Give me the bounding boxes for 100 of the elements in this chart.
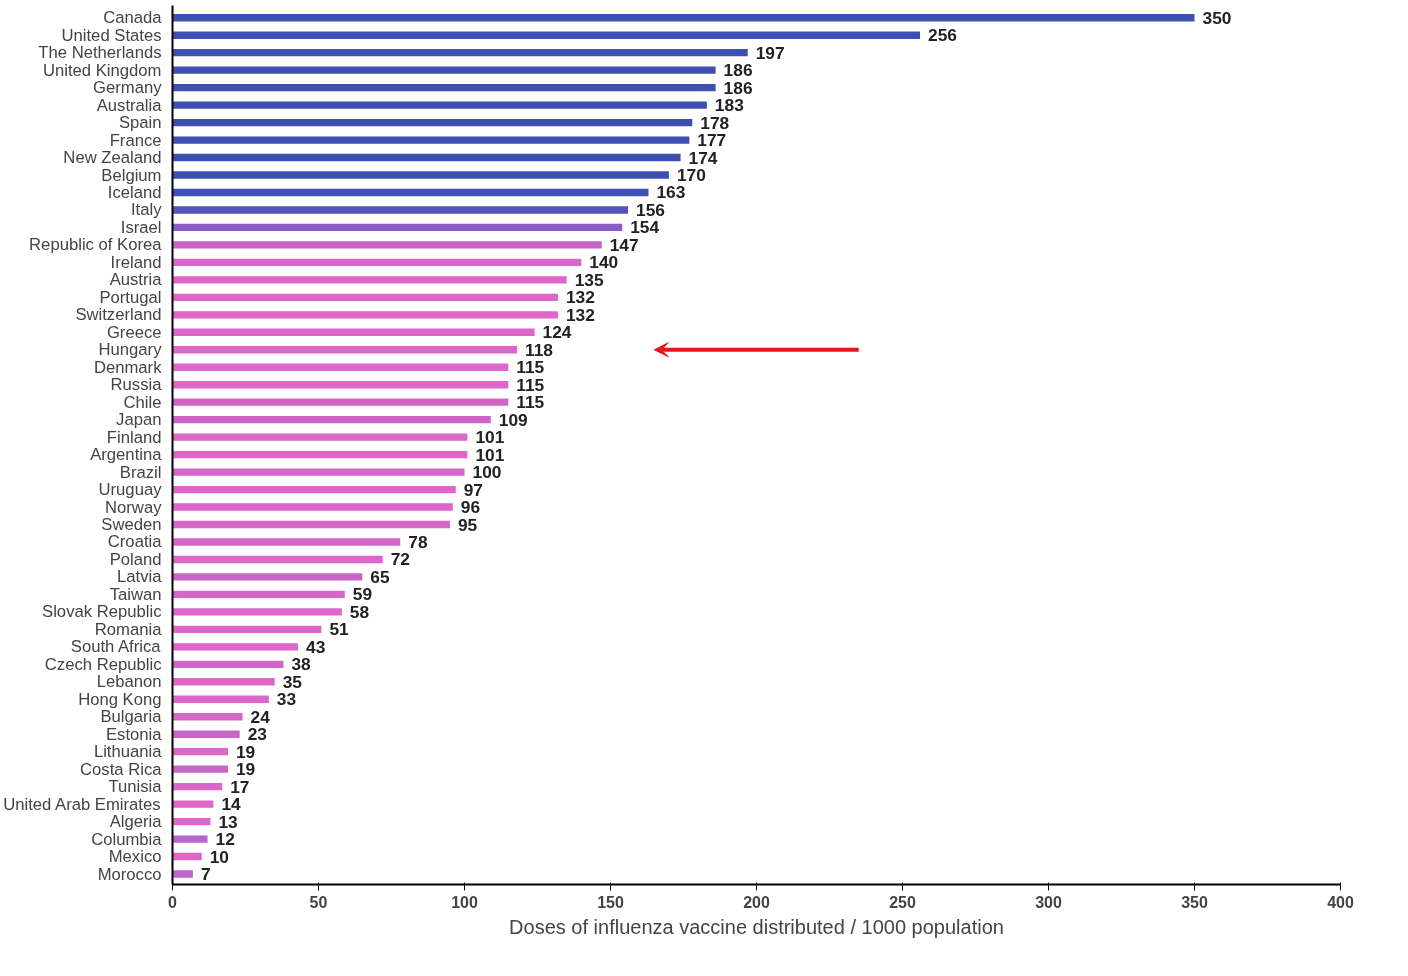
y-tick-label: Lithuania (93, 742, 163, 762)
data-label: 33 (276, 689, 297, 710)
bar (172, 625, 322, 634)
bar (172, 852, 202, 861)
data-label: 43 (306, 636, 326, 657)
y-tick-label: Sweden (101, 515, 162, 535)
bar (172, 800, 214, 808)
y-tick-label: Morocco (97, 864, 162, 884)
bar (172, 730, 240, 738)
bar (172, 433, 468, 441)
y-tick-label: Columbia (91, 829, 163, 849)
x-axis-title: Doses of influenza vaccine distributed / 1000 population (509, 915, 1004, 938)
x-tick-label: 350 (1181, 893, 1208, 911)
y-tick-label: New Zealand (63, 148, 162, 168)
y-tick-label: Uruguay (98, 480, 163, 500)
y-tick-label: Japan (116, 410, 162, 430)
y-tick-label: Slovak Republic (42, 602, 162, 622)
bar (172, 136, 690, 144)
bar (172, 118, 693, 127)
bar (172, 293, 558, 301)
bar (172, 346, 518, 354)
y-tick-label: Poland (109, 549, 162, 569)
bar (172, 83, 716, 92)
bar (172, 503, 453, 511)
x-tick-label: 250 (889, 893, 916, 911)
bar (172, 171, 669, 179)
bar (172, 870, 193, 878)
y-tick-label: Belgium (101, 165, 162, 185)
data-label: 256 (928, 25, 958, 46)
bar (172, 485, 456, 494)
x-tick-label: 50 (309, 893, 328, 911)
bar (172, 188, 649, 197)
y-tick-label: Israel (120, 217, 162, 237)
bar (172, 678, 275, 686)
y-tick-label: Algeria (109, 812, 163, 832)
bar (172, 608, 342, 616)
bar (172, 555, 383, 564)
bar (172, 328, 535, 336)
y-tick-label: United Kingdom (42, 60, 162, 80)
y-tick-label: Romania (94, 619, 163, 639)
y-tick-label: Estonia (105, 724, 163, 744)
y-tick-label: Croatia (107, 532, 163, 552)
x-tick-label: 150 (597, 893, 624, 911)
y-tick-label: Taiwan (109, 584, 162, 604)
y-tick-label: France (109, 130, 162, 150)
y-tick-label: Australia (96, 95, 163, 115)
y-tick-label: Portugal (99, 287, 162, 307)
y-tick-label: Denmark (93, 357, 163, 377)
x-tick-label: 300 (1035, 893, 1062, 911)
bar (172, 206, 629, 214)
bar (172, 415, 491, 424)
y-tick-label: United States (61, 25, 162, 45)
bar (172, 643, 299, 651)
x-tick-label: 400 (1327, 893, 1354, 911)
data-label: 24 (250, 706, 271, 727)
bar (172, 276, 567, 284)
y-tick-label: Argentina (90, 445, 163, 465)
y-tick-label: Mexico (108, 847, 162, 867)
bar (172, 520, 450, 529)
bar (172, 748, 228, 756)
y-tick-label: Germany (93, 78, 163, 98)
data-label: 197 (755, 42, 785, 63)
data-label: 78 (408, 531, 428, 552)
y-tick-label: South Africa (70, 637, 162, 657)
y-tick-label: Hungary (98, 340, 163, 360)
bar (172, 468, 465, 476)
bar (172, 49, 748, 57)
y-tick-label: Finland (106, 427, 162, 447)
bar (172, 258, 582, 267)
y-tick-label: Russia (110, 375, 163, 395)
y-tick-label: United Arab Emirates (3, 794, 161, 814)
y-tick-label: Bulgaria (100, 707, 163, 727)
x-tick-label: 100 (451, 893, 478, 911)
bar (172, 538, 401, 546)
bar (172, 153, 681, 162)
y-tick-label: Spain (118, 113, 162, 133)
y-tick-label: Greece (106, 322, 162, 342)
bar (172, 713, 243, 721)
y-tick-label: Ireland (110, 252, 162, 272)
bar (172, 363, 509, 371)
y-tick-label: Switzerland (75, 305, 162, 325)
bar (172, 14, 1195, 22)
bar (172, 398, 509, 406)
y-tick-label: Brazil (119, 462, 162, 482)
x-tick-label: 200 (743, 893, 770, 911)
bar (172, 695, 269, 703)
y-tick-label: Costa Rica (80, 759, 163, 779)
data-label: 350 (1202, 7, 1232, 28)
bar (172, 590, 345, 599)
y-tick-label: Czech Republic (44, 654, 162, 674)
bar (172, 660, 284, 668)
bar (172, 765, 228, 773)
data-label: 65 (370, 566, 390, 587)
y-tick-label: Norway (105, 497, 163, 517)
data-label: 7 (200, 864, 211, 885)
bar (172, 782, 223, 791)
bar (172, 817, 211, 826)
y-tick-label: Canada (103, 8, 163, 28)
bar (172, 101, 707, 109)
y-tick-label: Republic of Korea (29, 235, 163, 255)
